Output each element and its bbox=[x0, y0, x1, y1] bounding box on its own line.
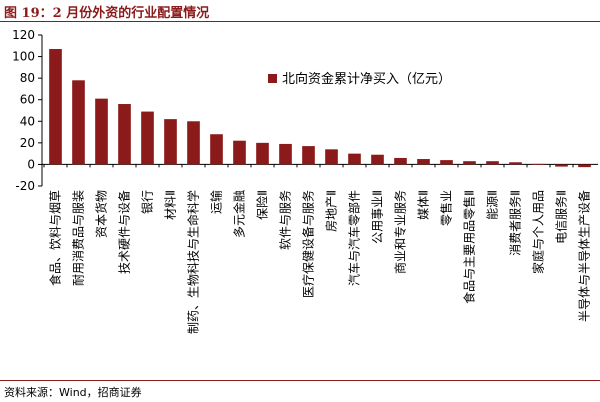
bar bbox=[463, 161, 476, 164]
legend-swatch bbox=[268, 74, 277, 83]
y-tick-label: 0 bbox=[27, 157, 35, 171]
y-tick-label: 100 bbox=[12, 50, 35, 64]
y-tick-label: 40 bbox=[20, 114, 35, 128]
bar bbox=[509, 162, 522, 164]
y-tick-label: 20 bbox=[20, 136, 35, 150]
x-tick-label: 消费者服务Ⅱ bbox=[508, 190, 523, 256]
bar bbox=[118, 104, 131, 164]
bar bbox=[348, 154, 361, 165]
x-tick-label: 电信服务Ⅱ bbox=[554, 190, 569, 244]
y-tick-label: 80 bbox=[20, 71, 35, 85]
y-tick-label: 120 bbox=[12, 28, 35, 42]
bar bbox=[49, 49, 62, 164]
x-tick-label: 媒体Ⅱ bbox=[417, 190, 431, 220]
bar bbox=[302, 146, 315, 164]
x-tick-label: 材料Ⅱ bbox=[164, 190, 178, 220]
bottom-rule bbox=[0, 380, 600, 381]
bar bbox=[440, 160, 453, 164]
bar bbox=[555, 164, 568, 166]
bar bbox=[486, 161, 499, 164]
x-tick-label: 运输 bbox=[209, 190, 224, 214]
bar bbox=[141, 112, 154, 165]
bar bbox=[417, 159, 430, 164]
x-tick-label: 资本货物 bbox=[94, 190, 109, 238]
bar bbox=[256, 143, 269, 165]
bar bbox=[233, 141, 246, 165]
x-tick-label: 技术硬件与设备 bbox=[118, 190, 132, 274]
bar-chart: -20 0 20 40 60 80 100 120 食品、饮料与烟草 耐用消费品与服装 资本货物技… bbox=[0, 22, 600, 380]
bar bbox=[325, 149, 338, 164]
bar bbox=[279, 144, 292, 164]
x-tick-label: 保险Ⅱ bbox=[255, 190, 270, 220]
bar bbox=[210, 134, 223, 164]
x-tick-label: 家庭与个人用品 bbox=[531, 190, 546, 274]
x-tick-label: 医疗保健设备与服务 bbox=[301, 190, 316, 298]
y-tick-label: -20 bbox=[15, 179, 35, 193]
bar bbox=[95, 99, 108, 165]
x-tick-label: 半导体与半导体生产设备 bbox=[578, 190, 592, 322]
x-tick-label: 汽车与汽车零部件 bbox=[347, 190, 362, 286]
x-tick-label: 多元金融 bbox=[232, 190, 247, 238]
y-tick-label: 60 bbox=[20, 93, 35, 107]
x-tick-label: 公用事业Ⅱ bbox=[371, 190, 385, 244]
bar bbox=[394, 158, 407, 164]
x-tick-label: 银行 bbox=[141, 190, 155, 214]
x-tick-label: 能源Ⅱ bbox=[486, 190, 500, 220]
x-tick-label: 零售业 bbox=[439, 190, 454, 226]
figure-title: 图 19：2 月份外资的行业配置情况 bbox=[4, 2, 209, 21]
bar bbox=[187, 121, 200, 164]
x-tick-label: 耐用消费品与服装 bbox=[72, 190, 86, 286]
bar bbox=[578, 164, 591, 167]
x-tick-label: 食品、饮料与烟草 bbox=[48, 190, 63, 286]
bar bbox=[164, 119, 177, 164]
source-note: 资料来源：Wind，招商证券 bbox=[4, 384, 142, 400]
bar bbox=[72, 80, 85, 164]
bars-group bbox=[44, 49, 591, 167]
x-tick-label: 房地产Ⅱ bbox=[324, 190, 339, 232]
bar bbox=[532, 164, 545, 165]
bar bbox=[371, 155, 384, 165]
x-tick-labels: 食品、饮料与烟草 耐用消费品与服装 资本货物 技术硬件与设备 银行 材料Ⅱ 制药、生物科技与… bbox=[48, 190, 592, 334]
legend: 北向资金累计净买入（亿元） bbox=[268, 71, 451, 87]
x-tick-label: 食品与主要用品零售Ⅱ bbox=[462, 190, 477, 304]
x-tick-label: 商业和专业服务 bbox=[393, 190, 408, 274]
x-tick-label: 制药、生物科技与生命科学 bbox=[186, 190, 201, 334]
legend-label: 北向资金累计净买入（亿元） bbox=[282, 71, 451, 87]
x-tick-label: 软件与服务 bbox=[278, 190, 293, 250]
